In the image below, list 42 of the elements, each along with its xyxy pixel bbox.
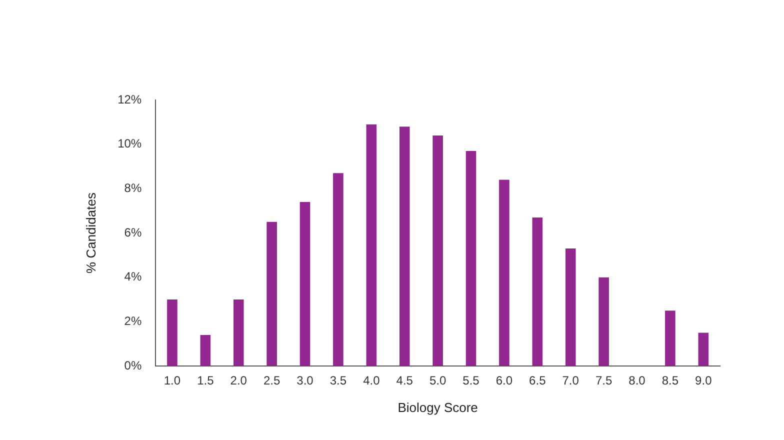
x-tick-label: 4.5 [396,374,414,388]
bar [665,310,676,366]
x-tick-label: 5.0 [429,374,446,388]
bar [200,334,211,366]
bar [432,135,443,366]
x-tick-label: 2.5 [263,374,280,388]
x-tick-label: 5.5 [462,374,480,388]
bar [167,300,178,366]
bar [698,332,709,366]
bar [565,248,576,366]
y-tick-label: 0% [124,358,142,372]
bar [333,173,344,366]
x-axis-title: Biology Score [398,400,478,415]
bar [266,222,277,366]
x-tick-label: 8.0 [628,374,646,388]
x-tick-label: 9.0 [695,374,712,388]
x-tick-label: 3.0 [296,374,314,388]
y-tick-label: 6% [124,225,142,240]
x-tick-label: 8.5 [662,374,679,388]
y-axis-title: % Candidates [83,192,98,274]
bar [466,150,476,366]
y-tick-label: 2% [124,314,142,328]
y-tick-label: 8% [124,180,142,195]
x-tick-label: 1.5 [197,374,214,388]
bar [366,124,377,366]
bar [499,180,510,366]
x-tick-label: 1.0 [164,374,181,388]
bar [399,126,410,366]
x-tick-label: 6.5 [529,374,546,388]
y-tick-label: 12% [118,92,142,106]
x-tick-label: 3.5 [330,374,347,388]
x-tick-label: 6.0 [496,374,513,388]
bar [598,277,609,366]
bar [233,300,244,366]
bar [300,202,310,366]
y-tick-label: 4% [124,270,142,284]
x-tick-label: 4.0 [363,374,380,388]
x-tick-label: 2.0 [230,374,248,388]
x-tick-label: 7.0 [562,374,580,388]
y-tick-label: 10% [118,136,142,151]
bar [532,217,543,366]
x-tick-label: 7.5 [595,374,612,388]
